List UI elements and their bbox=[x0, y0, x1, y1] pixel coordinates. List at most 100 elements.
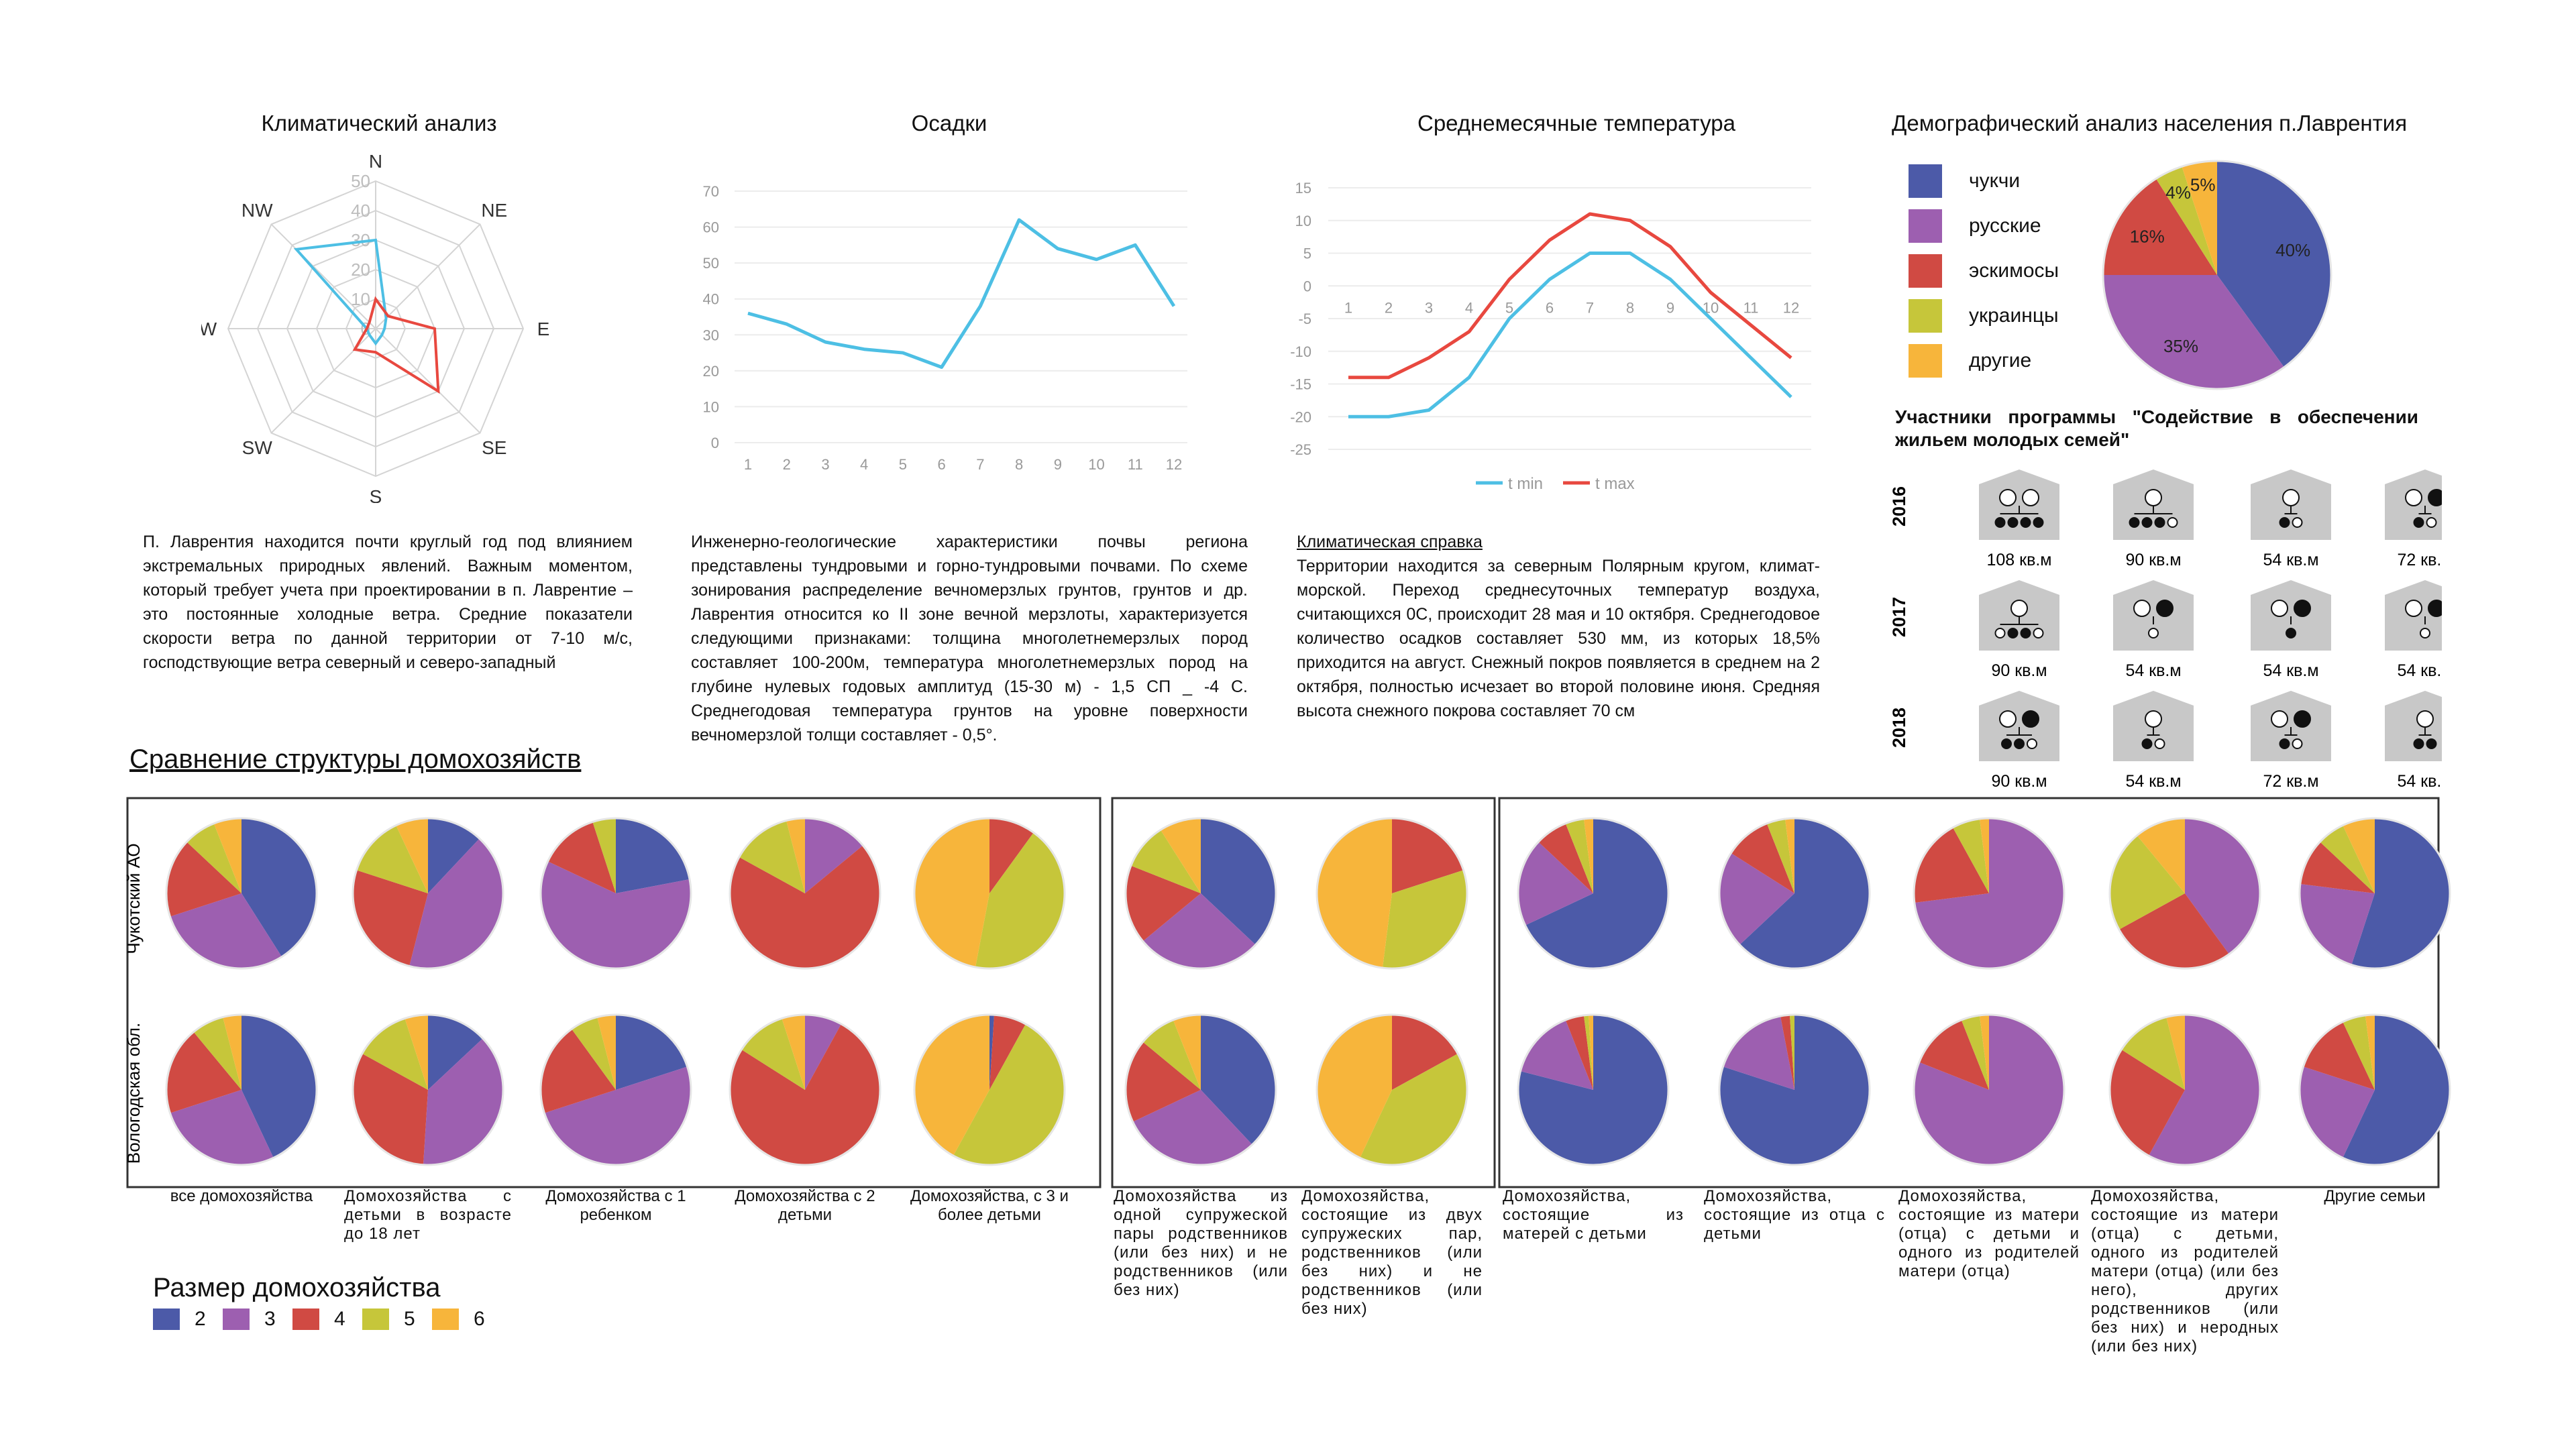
hh-chukotka-8-slice-4 bbox=[1784, 818, 1794, 893]
size-legend-label: 6 bbox=[474, 1308, 485, 1330]
child-filled-icon bbox=[2413, 738, 2424, 749]
child-filled-icon bbox=[2279, 517, 2290, 528]
hh-chukotka-6-slice-2 bbox=[1392, 818, 1464, 893]
hh-chukotka-10-slice-4 bbox=[2137, 818, 2185, 893]
hh-chukotka-11-outline bbox=[2298, 817, 2451, 970]
temp-ytick--15: -15 bbox=[1290, 376, 1311, 393]
hh-vologda-2-outline bbox=[539, 1013, 692, 1166]
temp-legend-label-1: t max bbox=[1595, 475, 1635, 493]
household-group-label: Домохозяйства, состоящие из двух супруже… bbox=[1301, 1187, 1483, 1318]
hh-chukotka-11-slice-4 bbox=[2343, 818, 2375, 893]
demo-legend-swatch bbox=[1909, 254, 1942, 288]
hh-chukotka-1-slice-3 bbox=[356, 825, 428, 893]
demo-slice-2 bbox=[2103, 178, 2217, 275]
size-legend-swatch bbox=[432, 1308, 459, 1330]
temp-legend-label-0: t min bbox=[1508, 475, 1543, 493]
hh-vologda-0-slice-4 bbox=[223, 1015, 241, 1090]
hh-chukotka-8-slice-0 bbox=[1739, 818, 1870, 968]
demo-chart-title: Демографический анализ населения п.Лавре… bbox=[1892, 111, 2408, 135]
hh-vologda-10-slice-2 bbox=[2110, 1049, 2185, 1156]
precip-xtick-12: 12 bbox=[1166, 456, 1182, 473]
wind-spoke-NW bbox=[270, 223, 376, 329]
hh-chukotka-6-slice-3 bbox=[1382, 870, 1467, 968]
wind-paragraph: П. Лаврентия находится почти круглый год… bbox=[143, 533, 633, 672]
precip-xtick-6: 6 bbox=[938, 456, 946, 473]
hh-chukotka-7-slice-3 bbox=[1565, 818, 1593, 893]
hh-chukotka-1-slice-4 bbox=[396, 818, 428, 893]
hh-chukotka-7-outline bbox=[1517, 817, 1670, 970]
demo-slice-0 bbox=[2217, 161, 2331, 368]
demo-legend-swatch bbox=[1909, 209, 1942, 243]
hh-chukotka-5-slice-3 bbox=[1130, 830, 1201, 893]
hh-vologda-11-slice-1 bbox=[2300, 1066, 2375, 1158]
precip-ytick-20: 20 bbox=[703, 363, 719, 380]
child-filled-icon bbox=[2129, 517, 2140, 528]
hh-vologda-0-slice-3 bbox=[193, 1017, 241, 1090]
demo-legend-label: украинцы bbox=[1969, 304, 2059, 327]
hh-chukotka-4-slice-3 bbox=[975, 832, 1065, 968]
parent-filled-icon bbox=[2428, 489, 2442, 506]
temp-chart-title: Среднемесячные температура bbox=[1417, 111, 1736, 135]
hh-chukotka-4-slice-4 bbox=[914, 818, 989, 968]
parent-open-icon bbox=[2133, 600, 2151, 617]
hh-chukotka-0-slice-1 bbox=[170, 893, 282, 968]
size-legend-label: 5 bbox=[404, 1308, 415, 1330]
row-label-chukotka: Чукотский АО bbox=[123, 843, 144, 954]
hh-chukotka-0-outline bbox=[165, 817, 318, 970]
hh-vologda-5-outline bbox=[1124, 1013, 1277, 1166]
hh-chukotka-0-slice-3 bbox=[186, 823, 241, 893]
hh-chukotka-5-slice-1 bbox=[1142, 893, 1256, 969]
program-house bbox=[2251, 580, 2331, 651]
hh-chukotka-3-slice-1 bbox=[805, 818, 863, 893]
demo-legend-swatch bbox=[1909, 164, 1942, 198]
hh-vologda-10-slice-1 bbox=[2149, 1015, 2260, 1165]
wind-ring-label-20: 20 bbox=[351, 260, 370, 280]
hh-chukotka-11-slice-1 bbox=[2299, 883, 2375, 965]
hh-chukotka-1-slice-0 bbox=[428, 818, 480, 893]
precip-ytick-70: 70 bbox=[703, 183, 719, 200]
wind-ring-label-40: 40 bbox=[351, 201, 370, 221]
program-house bbox=[2251, 691, 2331, 761]
household-size-legend-title: Размер домохозяйства bbox=[153, 1273, 441, 1302]
temp-line-0 bbox=[1348, 252, 1792, 419]
household-group-label: Домохозяйства, состоящие из матери (отца… bbox=[2091, 1187, 2279, 1355]
demo-legend-item: эскимосы bbox=[1909, 254, 2059, 288]
household-group-label: Домохозяйства с детьми в возрасте до 18 … bbox=[344, 1187, 512, 1243]
child-open-icon bbox=[2154, 738, 2165, 749]
hh-chukotka-6-slice-4 bbox=[1316, 818, 1392, 968]
temp-ytick-0: 0 bbox=[1303, 278, 1311, 294]
parent-open-icon bbox=[2145, 710, 2162, 728]
program-area-label: 54 кв.м bbox=[2125, 772, 2181, 791]
hh-chukotka-7-slice-1 bbox=[1518, 842, 1593, 926]
program-area-label: 90 кв.м bbox=[2125, 551, 2181, 569]
hh-vologda-9-outline bbox=[1913, 1013, 2065, 1166]
hh-chukotka-7-slice-0 bbox=[1525, 818, 1669, 968]
household-group-label: Домохозяйства с 1 ребенком bbox=[545, 1187, 686, 1224]
hh-vologda-0-slice-2 bbox=[166, 1032, 241, 1113]
precip-xtick-9: 9 bbox=[1054, 456, 1062, 473]
hh-vologda-4-slice-2 bbox=[989, 1015, 1026, 1090]
demo-value-label-4: 5% bbox=[2190, 175, 2216, 195]
hh-chukotka-11-slice-0 bbox=[2351, 818, 2451, 968]
size-legend-swatch bbox=[292, 1308, 319, 1330]
hh-vologda-9-slice-2 bbox=[1919, 1019, 1989, 1090]
program-area-label: 54 кв.м bbox=[2397, 661, 2442, 680]
temp-xtick-8: 8 bbox=[1626, 299, 1634, 316]
precip-xtick-3: 3 bbox=[821, 456, 829, 473]
wind-ring-label-50: 50 bbox=[351, 171, 370, 191]
hh-vologda-9-slice-1 bbox=[1914, 1015, 2065, 1165]
hh-chukotka-9-outline bbox=[1913, 817, 2065, 970]
household-group-label: Домохозяйства, состоящие из матери (отца… bbox=[1898, 1187, 2080, 1280]
households-frame-1 bbox=[1111, 797, 1496, 1188]
size-legend-label: 4 bbox=[334, 1308, 345, 1330]
hh-chukotka-11-slice-2 bbox=[2300, 842, 2375, 893]
program-year-2018: 2018 bbox=[1889, 708, 1909, 748]
demo-legend-label: чукчи bbox=[1969, 170, 2021, 192]
hh-chukotka-3-slice-2 bbox=[730, 845, 880, 968]
temp-line-1 bbox=[1348, 212, 1792, 380]
wind-dir-label-E: E bbox=[537, 319, 550, 339]
hh-chukotka-0-slice-0 bbox=[241, 818, 317, 957]
program-area-label: 90 кв.м bbox=[1991, 772, 2047, 791]
program-year-2017: 2017 bbox=[1889, 597, 1909, 637]
hh-vologda-11-slice-4 bbox=[2365, 1015, 2375, 1090]
